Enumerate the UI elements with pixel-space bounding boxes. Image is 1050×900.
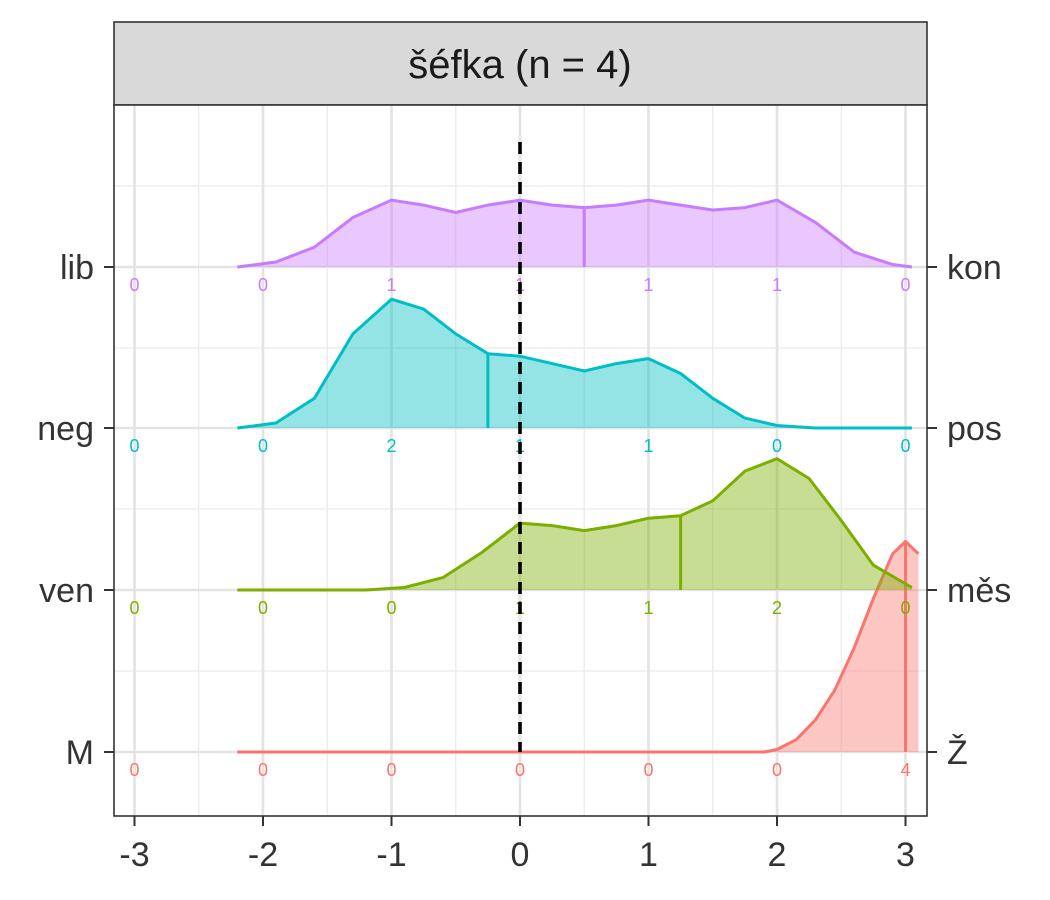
count-label: 0: [515, 760, 525, 780]
right-category-label: měs: [947, 572, 1011, 610]
count-label: 1: [772, 275, 782, 295]
ridge-row: 0021100: [129, 297, 912, 456]
x-tick-label: -1: [376, 836, 406, 874]
x-tick-label: -3: [119, 836, 149, 874]
count-label: 0: [386, 760, 396, 780]
count-label: 1: [386, 275, 396, 295]
x-tick-label: 0: [511, 836, 530, 874]
x-tick-label: 2: [768, 836, 787, 874]
ridge-row: 0011110: [129, 198, 913, 295]
density-area: [237, 458, 912, 590]
count-label: 2: [386, 436, 396, 456]
count-label: 0: [772, 436, 782, 456]
count-label: 0: [258, 275, 268, 295]
facet-title: šéfka (n = 4): [408, 43, 631, 87]
density-line: [237, 457, 913, 592]
right-category-label: pos: [947, 410, 1002, 448]
density-area: [237, 299, 912, 428]
left-category-label: lib: [60, 249, 94, 287]
density-area: [237, 200, 912, 267]
x-tick-label: -2: [248, 836, 278, 874]
density-line: [237, 540, 920, 754]
count-label: 0: [900, 275, 910, 295]
left-category-label: neg: [37, 410, 94, 448]
count-label: 0: [900, 598, 910, 618]
x-tick-label: 3: [896, 836, 915, 874]
ridge-row: 0 0 0 0 0 0 4: [129, 540, 920, 780]
count-label: 0: [258, 598, 268, 618]
count-label: 0: [643, 760, 653, 780]
left-category-label: M: [66, 734, 94, 772]
count-label: 0: [129, 598, 139, 618]
right-category-label: Ž: [947, 734, 968, 772]
x-tick-label: 1: [639, 836, 658, 874]
count-label: 0: [129, 275, 139, 295]
plot-panel: 0000004000112000211000011110: [113, 104, 928, 817]
count-label: 1: [643, 598, 653, 618]
density-ridges: 0000004000112000211000011110: [129, 198, 920, 780]
density-area: [237, 541, 919, 752]
count-label: 1: [643, 436, 653, 456]
axes: -3 -2 -1 0 1 2 3 lib kon neg pos ven měs M Ž: [37, 249, 1011, 874]
count-label: 4: [900, 760, 910, 780]
left-category-label: ven: [39, 572, 94, 610]
right-category-label: kon: [947, 249, 1002, 287]
count-label: 1: [643, 275, 653, 295]
count-label: 2: [772, 598, 782, 618]
facet-strip: šéfka (n = 4): [113, 21, 928, 106]
count-label: 0: [258, 436, 268, 456]
count-label: 0: [900, 436, 910, 456]
count-label: 0: [129, 436, 139, 456]
count-label: 0: [258, 760, 268, 780]
count-label: 0: [772, 760, 782, 780]
count-label: 0: [129, 760, 139, 780]
count-label: 0: [386, 598, 396, 618]
density-line: [237, 297, 912, 430]
